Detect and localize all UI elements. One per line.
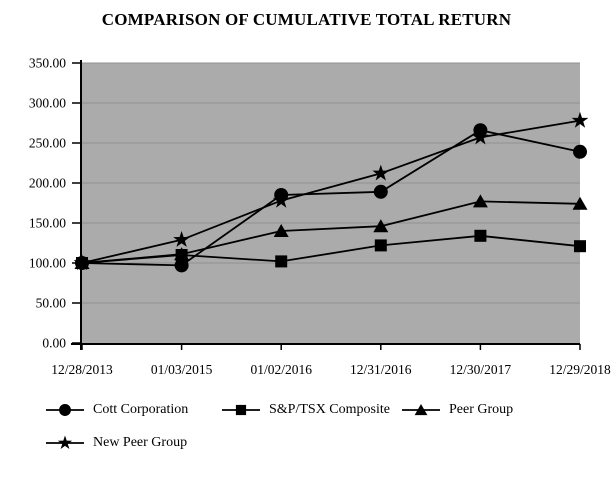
square-marker-icon: [76, 257, 88, 269]
star-marker-icon: [571, 111, 589, 128]
legend-label: Cott Corporation: [93, 402, 189, 417]
y-tick-label: 250.00: [29, 136, 66, 151]
circle-marker-icon: [373, 184, 388, 199]
square-marker-icon: [275, 255, 288, 268]
square-marker-icon: [222, 404, 260, 416]
y-tick-label: 300.00: [29, 96, 66, 111]
axes: [71, 60, 581, 350]
star-marker-icon: [57, 435, 73, 450]
legend-item-peer-group: Peer Group: [402, 401, 513, 419]
triangle-marker-icon: [402, 404, 440, 416]
square-marker-icon: [175, 249, 188, 261]
circle-marker-icon: [573, 144, 587, 159]
y-tick-label: 0.00: [42, 336, 66, 351]
triangle-marker-icon: [572, 196, 588, 210]
y-tick-label: 150.00: [29, 216, 66, 231]
series-line: [81, 234, 581, 264]
legend-label: Peer Group: [449, 402, 514, 417]
square-marker-icon: [374, 239, 387, 252]
x-tick-label: 12/28/2013: [51, 362, 113, 377]
x-tick-label: 12/29/2018: [549, 362, 611, 377]
legend-label: New Peer Group: [93, 435, 188, 450]
page-title: COMPARISON OF CUMULATIVE TOTAL RETURN: [101, 10, 512, 29]
square-marker-icon: [235, 404, 247, 416]
total-return-line-chart: 0.00 50.00 100.00 150.00 200.00 250.00 300.00 3…: [29, 56, 611, 378]
x-tick-label: 12/31/2016: [350, 362, 412, 377]
circle-marker-icon: [59, 404, 71, 416]
y-tick-label: 100.00: [29, 256, 66, 271]
series-line: [81, 129, 581, 267]
x-tick-label: 12/30/2017: [450, 362, 512, 377]
square-marker-icon: [574, 240, 586, 253]
legend-item-sptsx-composite: S&P/TSX Composite: [222, 401, 390, 419]
circle-marker-icon: [46, 404, 84, 416]
star-marker-icon: [372, 164, 390, 181]
gridlines: [82, 62, 580, 304]
y-tick-label: 200.00: [29, 176, 66, 191]
triangle-marker-icon: [273, 224, 289, 237]
star-marker-icon: [46, 435, 84, 450]
legend-label: S&P/TSX Composite: [269, 402, 390, 417]
circle-marker-icon: [274, 188, 289, 202]
y-tick-labels: 0.00 50.00 100.00 150.00 200.00 250.00 300.00 3…: [29, 56, 66, 351]
x-tick-label: 01/02/2016: [250, 362, 312, 377]
triangle-marker-icon: [414, 404, 428, 416]
series-s-p-tsx-composite: [76, 229, 586, 269]
triangle-marker-icon: [373, 219, 389, 233]
x-tick-label: 01/03/2015: [151, 362, 213, 377]
plot-background: [82, 63, 580, 343]
x-tick-labels: 12/28/2013 01/03/2015 01/02/2016 12/31/2016…: [51, 362, 611, 377]
y-tick-label: 350.00: [29, 56, 66, 71]
triangle-marker-icon: [472, 194, 488, 208]
y-tick-label: 50.00: [36, 296, 67, 311]
series-cott-corporation: [75, 123, 587, 273]
square-marker-icon: [474, 229, 487, 242]
circle-marker-icon: [473, 123, 488, 138]
legend-item-new-peer-group: New Peer Group: [46, 434, 187, 452]
star-marker-icon: [173, 231, 190, 247]
circle-marker-icon: [174, 258, 189, 273]
legend-item-cott-corporation: Cott Corporation: [46, 401, 188, 419]
